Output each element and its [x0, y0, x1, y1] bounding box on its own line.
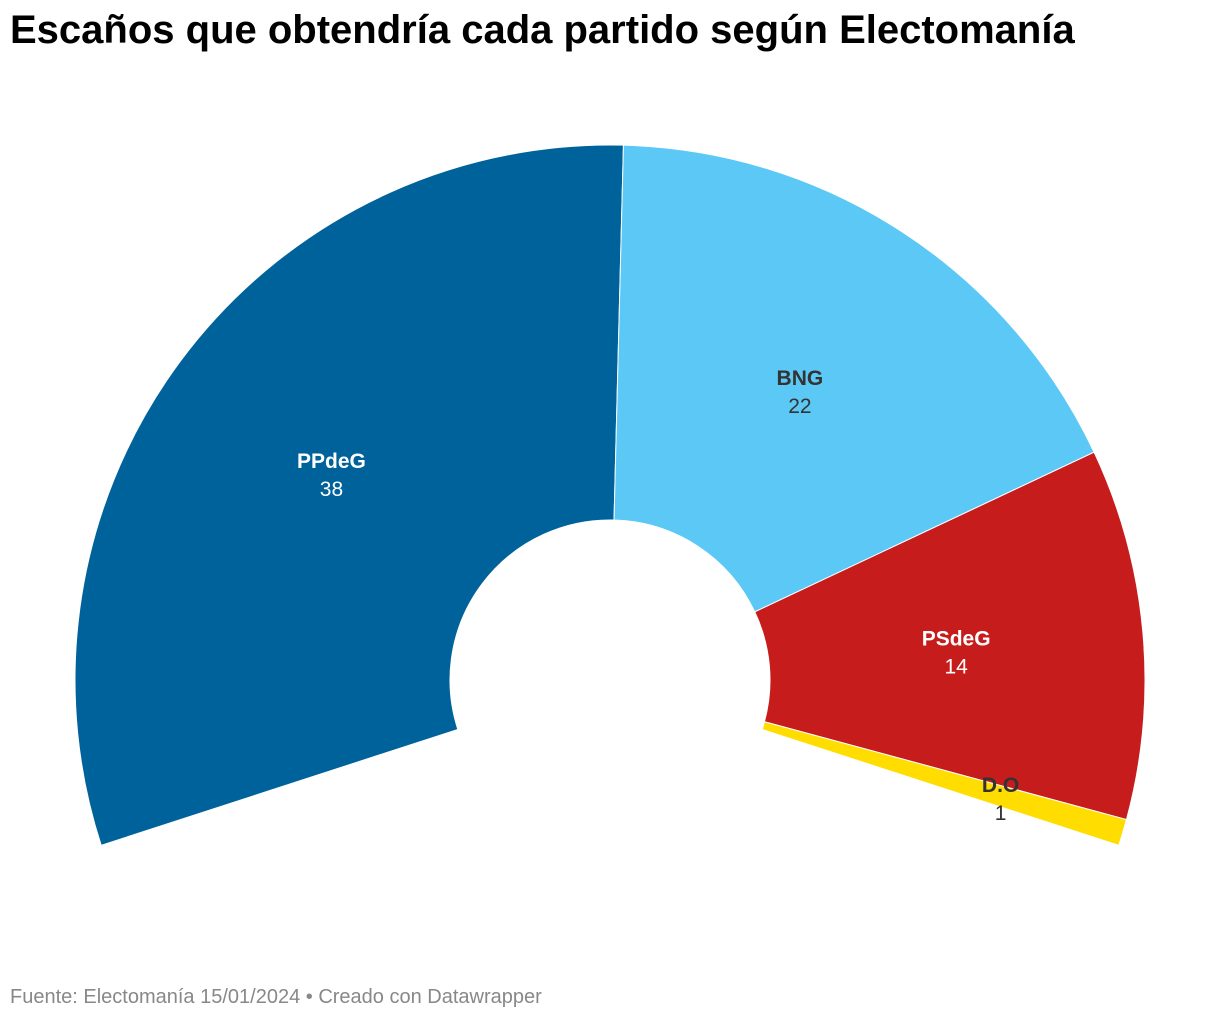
slice-bng[interactable]: [613, 144, 1095, 613]
chart-title: Escaños que obtendría cada partido según…: [10, 8, 1075, 52]
source-footer: Fuente: Electomanía 15/01/2024 • Creado …: [10, 986, 542, 1008]
slice-label-ppdeg: PPdeG: [297, 450, 366, 473]
slice-ppdeg[interactable]: [74, 144, 624, 846]
slice-label-bng: BNG: [777, 367, 824, 390]
slice-label-d-o: D.O: [982, 774, 1019, 797]
slice-label-psdeg: PSdeG: [922, 627, 991, 650]
slice-value-d-o: 1: [995, 802, 1007, 825]
slice-value-psdeg: 14: [944, 655, 968, 678]
slice-value-ppdeg: 38: [320, 478, 343, 501]
slice-d-o[interactable]: [761, 721, 1128, 846]
slice-psdeg[interactable]: [754, 451, 1146, 821]
slice-value-bng: 22: [788, 395, 811, 418]
